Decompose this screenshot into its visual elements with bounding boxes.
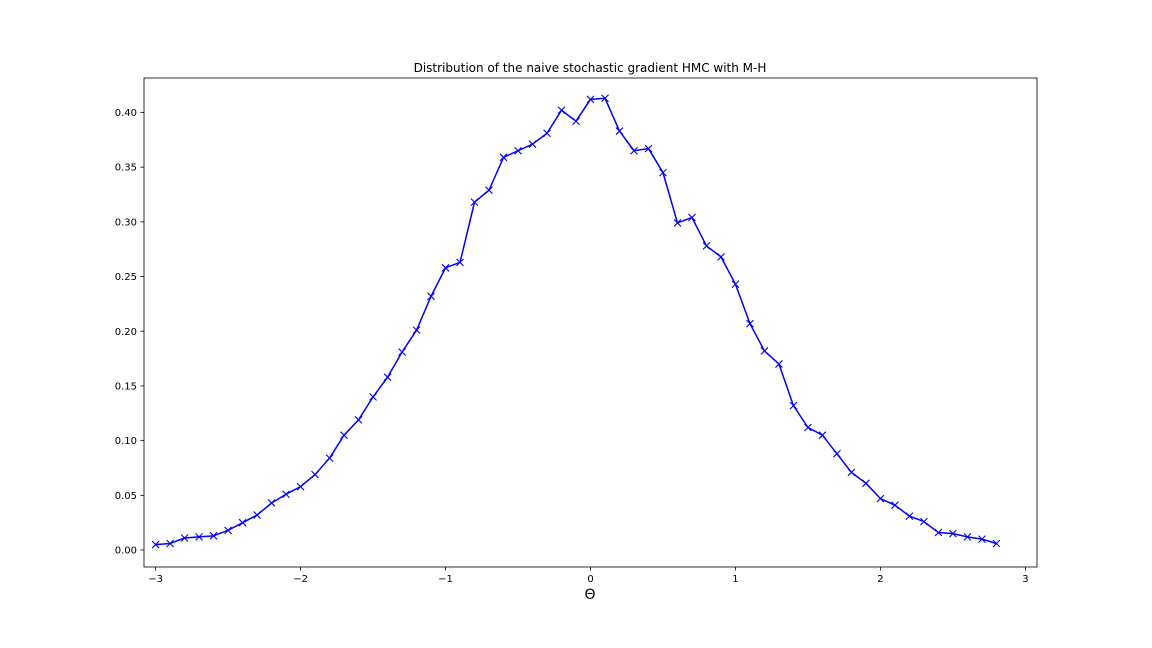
data-point-marker <box>499 153 508 162</box>
chart-title: Distribution of the naive stochastic gra… <box>414 61 767 75</box>
data-point-marker <box>978 535 986 543</box>
y-tick-label: 0.25 <box>115 272 137 283</box>
y-tick-label: 0.35 <box>115 163 137 174</box>
plot-area <box>151 94 1001 549</box>
data-point-marker <box>760 347 769 355</box>
data-point-marker <box>166 539 174 548</box>
x-tick-label: 3 <box>1022 574 1028 585</box>
data-point-marker <box>920 517 928 526</box>
x-tick-label: −2 <box>293 574 308 585</box>
x-axis-ticks: −3 −2 −1 0 1 2 3 <box>148 567 1029 585</box>
data-point-marker <box>470 198 479 207</box>
data-point-marker <box>731 280 740 289</box>
data-point-marker <box>601 94 609 103</box>
data-point-marker <box>238 518 247 527</box>
data-point-marker <box>151 540 160 549</box>
data-point-marker <box>876 494 885 503</box>
data-point-marker <box>789 401 798 410</box>
data-point-marker <box>717 252 725 261</box>
data-point-marker <box>862 479 870 488</box>
data-point-marker <box>412 326 421 335</box>
data-point-marker <box>572 117 580 126</box>
data-point-marker <box>833 449 841 458</box>
data-point-marker <box>934 528 943 537</box>
data-point-marker <box>224 526 232 535</box>
axes-frame <box>143 77 1038 568</box>
y-tick-label: 0.40 <box>115 108 137 119</box>
data-point-marker <box>615 127 624 135</box>
data-point-marker <box>209 531 218 540</box>
series-line <box>155 97 997 546</box>
data-point-marker <box>282 490 290 499</box>
y-axis-ticks: 0.00 0.05 0.10 0.15 0.20 0.25 0.30 0.35 0.40 <box>115 108 144 557</box>
y-tick-label: 0.30 <box>115 217 137 228</box>
data-point-marker <box>586 95 595 104</box>
data-point-marker <box>180 534 189 542</box>
y-tick-label: 0.10 <box>115 436 137 447</box>
data-point-marker <box>543 129 551 138</box>
data-point-marker <box>427 292 435 301</box>
data-point-marker <box>354 415 363 424</box>
data-point-marker <box>818 431 827 440</box>
data-point-marker <box>195 533 203 541</box>
data-point-marker <box>949 529 957 538</box>
x-tick-label: 1 <box>732 574 738 585</box>
y-tick-label: 0.15 <box>115 381 137 392</box>
data-point-marker <box>485 186 493 195</box>
x-tick-label: −1 <box>438 574 453 585</box>
data-point-marker <box>325 454 334 463</box>
data-point-marker <box>891 501 899 510</box>
data-point-marker <box>340 431 348 440</box>
x-axis-label: Θ <box>584 587 595 603</box>
data-point-marker <box>311 470 319 479</box>
data-point-marker <box>644 144 653 153</box>
data-point-marker <box>630 146 638 155</box>
data-point-marker <box>688 213 696 222</box>
data-point-marker <box>296 482 305 491</box>
y-tick-label: 0.20 <box>115 327 137 338</box>
data-point-marker <box>514 146 522 155</box>
data-point-marker <box>369 393 377 401</box>
data-point-marker <box>398 348 406 356</box>
data-point-marker <box>673 219 682 227</box>
data-point-marker <box>992 539 1001 548</box>
data-point-marker <box>963 533 972 541</box>
data-point-marker <box>746 319 754 328</box>
x-tick-label: 2 <box>877 574 883 585</box>
data-point-marker <box>659 168 667 177</box>
x-tick-label: 0 <box>587 574 593 585</box>
y-tick-label: 0.00 <box>115 546 137 557</box>
y-tick-label: 0.05 <box>115 491 137 502</box>
data-point-marker <box>905 512 914 521</box>
data-point-marker <box>847 468 856 477</box>
data-point-marker <box>267 499 276 507</box>
data-point-marker <box>456 258 464 267</box>
data-point-marker <box>383 373 392 382</box>
data-point-marker <box>253 511 261 519</box>
data-point-marker <box>441 263 450 272</box>
data-point-marker <box>702 242 711 250</box>
data-point-marker <box>557 106 566 115</box>
data-point-marker <box>775 360 783 368</box>
data-point-marker <box>804 423 812 432</box>
data-point-marker <box>528 140 537 149</box>
x-tick-label: −3 <box>148 574 163 585</box>
